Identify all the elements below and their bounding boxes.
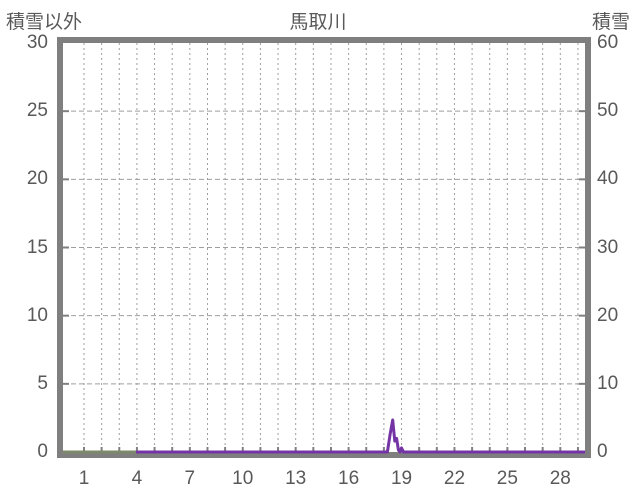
y-axis-right-tick-label: 40 [597,168,619,190]
y-axis-right-tick-label: 60 [597,32,619,53]
plot-area [57,37,591,458]
x-axis-tick-label: 4 [131,468,143,489]
x-axis-tick-label: 13 [285,468,307,489]
plot-canvas [63,43,585,454]
x-axis-tick-label: 19 [390,468,413,489]
purple-series-line [136,418,585,454]
x-axis-tick-label: 28 [549,468,571,489]
chart-title: 馬取川 [289,12,347,33]
x-axis-tick-label: 22 [443,468,466,489]
y-axis-right-tick-label: 30 [597,236,619,258]
y-axis-right-tick-label: 50 [597,100,619,122]
y-axis-left-tick-label: 5 [37,372,48,394]
y-axis-left-tick-label: 20 [26,168,48,190]
y-axis-left-tick-label: 30 [26,32,48,53]
left-axis-title: 積雪以外 [6,12,83,33]
y-axis-left-tick-label: 0 [37,441,48,462]
y-axis-right-tick-label: 0 [597,441,608,462]
y-axis-right-tick-label: 20 [597,304,619,326]
y-axis-left-tick-label: 10 [26,304,48,326]
x-axis-tick-label: 16 [338,468,360,489]
x-axis-tick-label: 25 [496,468,518,489]
x-axis-tick-label: 7 [184,468,196,489]
right-axis-title: 積雪 [591,12,630,33]
y-axis-left-tick-label: 15 [26,236,48,258]
x-axis-tick-label: 10 [232,468,254,489]
y-axis-left-tick-label: 25 [26,100,48,122]
y-axis-right-tick-label: 10 [597,372,619,394]
x-axis-tick-label: 1 [78,468,90,489]
